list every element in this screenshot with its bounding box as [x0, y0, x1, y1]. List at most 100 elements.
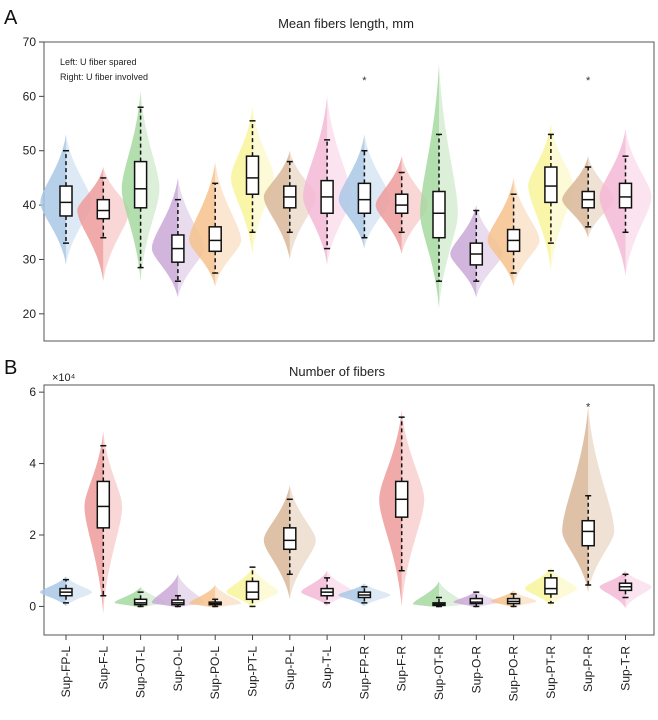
x-tick-label: Sup-FP-L — [59, 646, 73, 698]
chart-a-violin-Sup-O-R — [450, 205, 503, 298]
chart-a-violin-left — [375, 156, 402, 255]
chart-b-violin-Sup-FP-R — [338, 583, 391, 607]
chart-b-violin-Sup-PT-R — [524, 567, 577, 607]
x-tick-label: Sup-P-L — [283, 646, 297, 690]
chart-a-violin-left — [151, 177, 178, 298]
chart-a-violin-left — [303, 96, 328, 265]
x-tick-label: Sup-PT-R — [544, 646, 558, 699]
chart-a-violin-left — [77, 167, 104, 282]
chart-b-violin-Sup-F-L — [84, 431, 123, 614]
chart-a-box — [394, 193, 409, 214]
x-tick-label: Sup-O-R — [469, 646, 483, 694]
chart-a-violin-right — [327, 96, 352, 265]
chart-a-violin-left — [487, 177, 514, 287]
chart-a-violin-left — [230, 107, 253, 255]
chart-a-ytick-label: 30 — [23, 252, 37, 266]
x-tick-label: Sup-P-R — [581, 646, 595, 692]
chart-a-violin-Sup-PO-L — [189, 161, 242, 287]
chart-a-violin-left — [338, 134, 365, 249]
chart-b-box — [581, 519, 595, 547]
chart-a-violin-left — [420, 63, 439, 309]
chart-b-violin-left — [263, 485, 290, 600]
chart-a-violin-Sup-P-L — [263, 150, 316, 260]
chart-a-title: Mean fibers length, mm — [278, 16, 414, 31]
chart-b-violin-right — [401, 410, 425, 607]
chart-a-violin-right — [513, 177, 540, 287]
x-tick-label: Sup-PT-L — [246, 646, 260, 697]
chart-a-violin-right — [103, 167, 130, 282]
chart-b-violin-Sup-PT-L — [226, 566, 279, 609]
chart-a-violin-right — [550, 123, 574, 271]
chart-a-box — [133, 160, 148, 209]
chart-b-ytick-label: 0 — [29, 599, 36, 613]
chart-b-violin-right — [625, 570, 652, 609]
chart-b-violin-right — [66, 576, 92, 607]
chart-b-outlier: * — [586, 401, 591, 413]
chart-b-violin-Sup-P-L — [263, 485, 316, 600]
chart-b-violin-left — [413, 581, 439, 609]
panel-label-b: B — [4, 357, 17, 379]
chart-a-violin-right — [215, 161, 242, 287]
chart-b-violin-left — [599, 570, 626, 609]
chart-a-violin-Sup-F-L — [77, 167, 130, 282]
chart-a-violin-Sup-PT-R — [528, 123, 574, 271]
chart-b-box — [133, 598, 148, 606]
chart-a-violin-left — [562, 156, 589, 238]
chart-a-ytick-label: 20 — [23, 307, 37, 321]
chart-a-violin-left — [599, 128, 626, 276]
chart-a-violin-Sup-FP-L — [40, 134, 92, 265]
x-tick-label: Sup-T-L — [320, 646, 334, 689]
chart-b-box — [283, 527, 297, 551]
chart-b-violin-Sup-O-R — [453, 590, 500, 609]
chart-b-violin-right — [327, 570, 354, 607]
chart-a-violin-Sup-T-L — [303, 96, 352, 265]
chart-a-box — [59, 185, 73, 217]
chart-a-violin-Sup-PO-R — [487, 177, 540, 287]
chart-a-box — [245, 155, 260, 195]
chart-b-violin-left — [379, 410, 402, 607]
chart-a-ytick-label: 40 — [23, 198, 37, 212]
chart-a-legend-line-1: Left: U fiber spared — [60, 57, 137, 67]
chart-b-box — [544, 577, 558, 595]
chart-b-violin-left — [84, 431, 104, 614]
chart-b-plot: 0 2 4 6 * — [29, 385, 652, 614]
chart-b-ytick-label: 2 — [29, 528, 36, 542]
chart-a-box — [544, 166, 558, 204]
chart-b-title: Number of fibers — [289, 364, 386, 379]
chart-b-violin-left — [40, 576, 66, 607]
chart-a-box — [357, 182, 372, 214]
chart-b-box — [96, 480, 111, 529]
chart-a-violin-left — [263, 150, 290, 260]
chart-b-ytick-label: 6 — [29, 385, 36, 399]
chart-b-violin-Sup-F-R — [379, 410, 425, 607]
chart-b-violin-right — [103, 431, 123, 614]
chart-b-box — [469, 597, 484, 605]
x-tick-label: Sup-F-R — [395, 646, 409, 692]
chart-b-violin-right — [550, 567, 577, 607]
chart-b-scale-label: ×10⁴ — [52, 372, 76, 384]
panel-label-a: A — [4, 7, 18, 29]
x-tick-label: Sup-OT-L — [134, 646, 148, 698]
chart-a-violin-right — [140, 90, 160, 282]
x-axis-labels: Sup-FP-L Sup-F-L Sup-OT-L Sup-O-L Sup-PO-L Su… — [59, 635, 633, 701]
chart-a-box — [618, 182, 633, 209]
chart-a-violin-right — [401, 156, 428, 255]
chart-a-box — [208, 226, 222, 253]
chart-b-violin-Sup-PO-R — [490, 590, 537, 609]
chart-b-violin-Sup-FP-L — [40, 576, 92, 607]
chart-b-box — [245, 580, 260, 601]
chart-b-ytick-label: 4 — [29, 457, 36, 471]
chart-a-violin-right — [476, 205, 503, 298]
chart-a-ytick-label: 70 — [23, 35, 37, 49]
chart-b-violin-Sup-T-L — [301, 570, 354, 607]
chart-a-violin-right — [289, 150, 316, 260]
chart-b-violin-left — [524, 567, 551, 607]
chart-b-violin-Sup-OT-R — [413, 581, 465, 609]
chart-a-violin-left — [189, 161, 216, 287]
chart-a-violin-right — [625, 128, 652, 276]
chart-b-frame — [43, 384, 655, 636]
chart-b-violin-right — [364, 583, 391, 607]
chart-a-box — [432, 190, 446, 239]
chart-a-violin-Sup-F-R — [375, 156, 428, 255]
